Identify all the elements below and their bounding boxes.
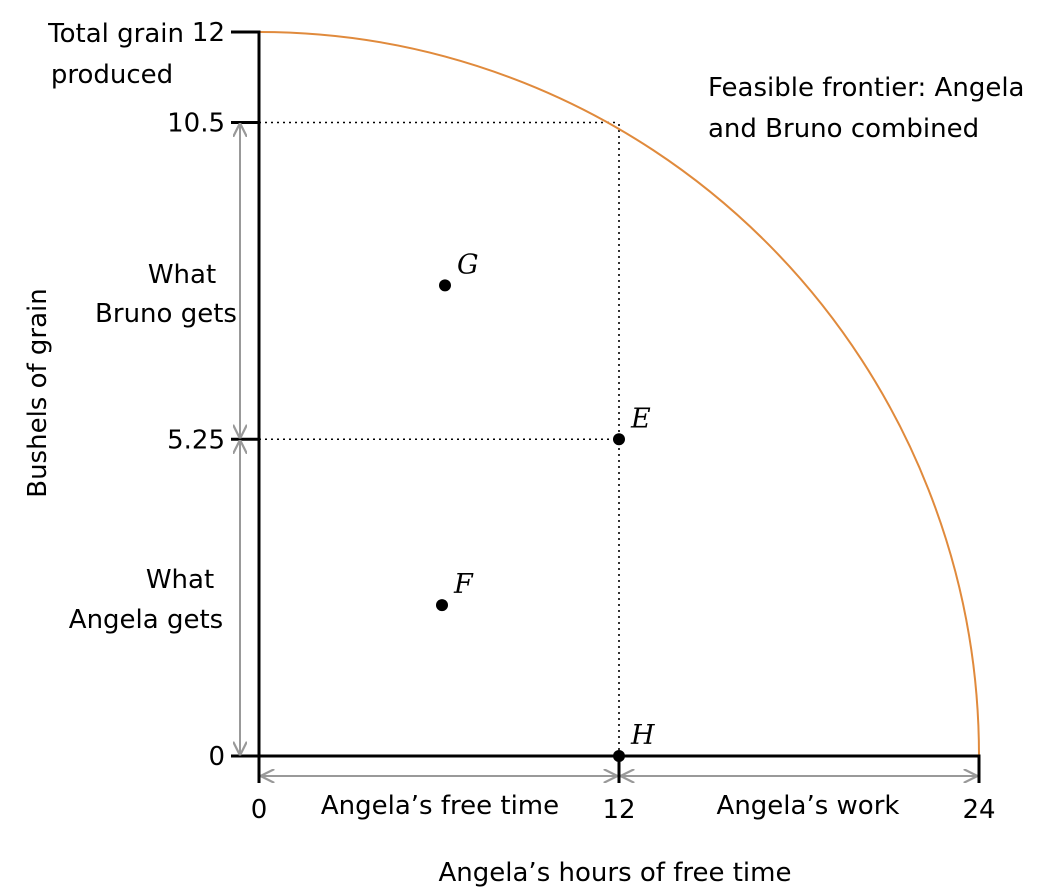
x-tick-label-1: 12 xyxy=(602,795,635,825)
bruno-gets-label-line-1: What xyxy=(148,260,216,290)
point-label-h: H xyxy=(630,720,655,751)
reference-lines xyxy=(259,121,620,756)
frontier-label-line-1: Feasible frontier: Angela xyxy=(708,73,1024,103)
frontier-label-line-2: and Bruno combined xyxy=(708,114,979,144)
y-tick-label-3: 12 xyxy=(192,18,225,48)
angela-gets-label-line-1: What xyxy=(146,565,214,595)
data-points: G E F H xyxy=(436,249,655,762)
y-top-label-line-1: Total grain xyxy=(47,19,184,49)
point-f xyxy=(436,599,448,612)
x-axis-title: Angela’s hours of free time xyxy=(439,858,792,888)
point-label-g: G xyxy=(457,249,479,280)
feasible-frontier-curve xyxy=(258,31,980,757)
point-label-f: F xyxy=(453,569,474,600)
bracket-arrows xyxy=(240,125,976,777)
x-axis-ticks: 0 12 24 xyxy=(251,756,996,825)
x-tick-label-0: 0 xyxy=(251,795,268,825)
y-tick-label-2: 10.5 xyxy=(167,109,225,139)
point-g xyxy=(439,279,451,292)
work-bracket-label: Angela’s work xyxy=(717,791,900,821)
y-tick-label-1: 5.25 xyxy=(167,425,225,455)
y-tick-label-0: 0 xyxy=(208,742,225,772)
point-label-e: E xyxy=(630,403,651,434)
y-axis-ticks: 0 5.25 10.5 12 xyxy=(167,18,259,772)
angela-gets-label-line-2: Angela gets xyxy=(69,605,223,635)
y-top-label-line-2: produced xyxy=(51,60,173,90)
bruno-gets-label-line-2: Bruno gets xyxy=(95,299,237,329)
x-tick-label-2: 24 xyxy=(962,795,995,825)
free-time-bracket-label: Angela’s free time xyxy=(321,791,559,821)
y-axis-title: Bushels of grain xyxy=(23,288,53,498)
point-e xyxy=(613,433,625,446)
point-h xyxy=(613,750,625,762)
